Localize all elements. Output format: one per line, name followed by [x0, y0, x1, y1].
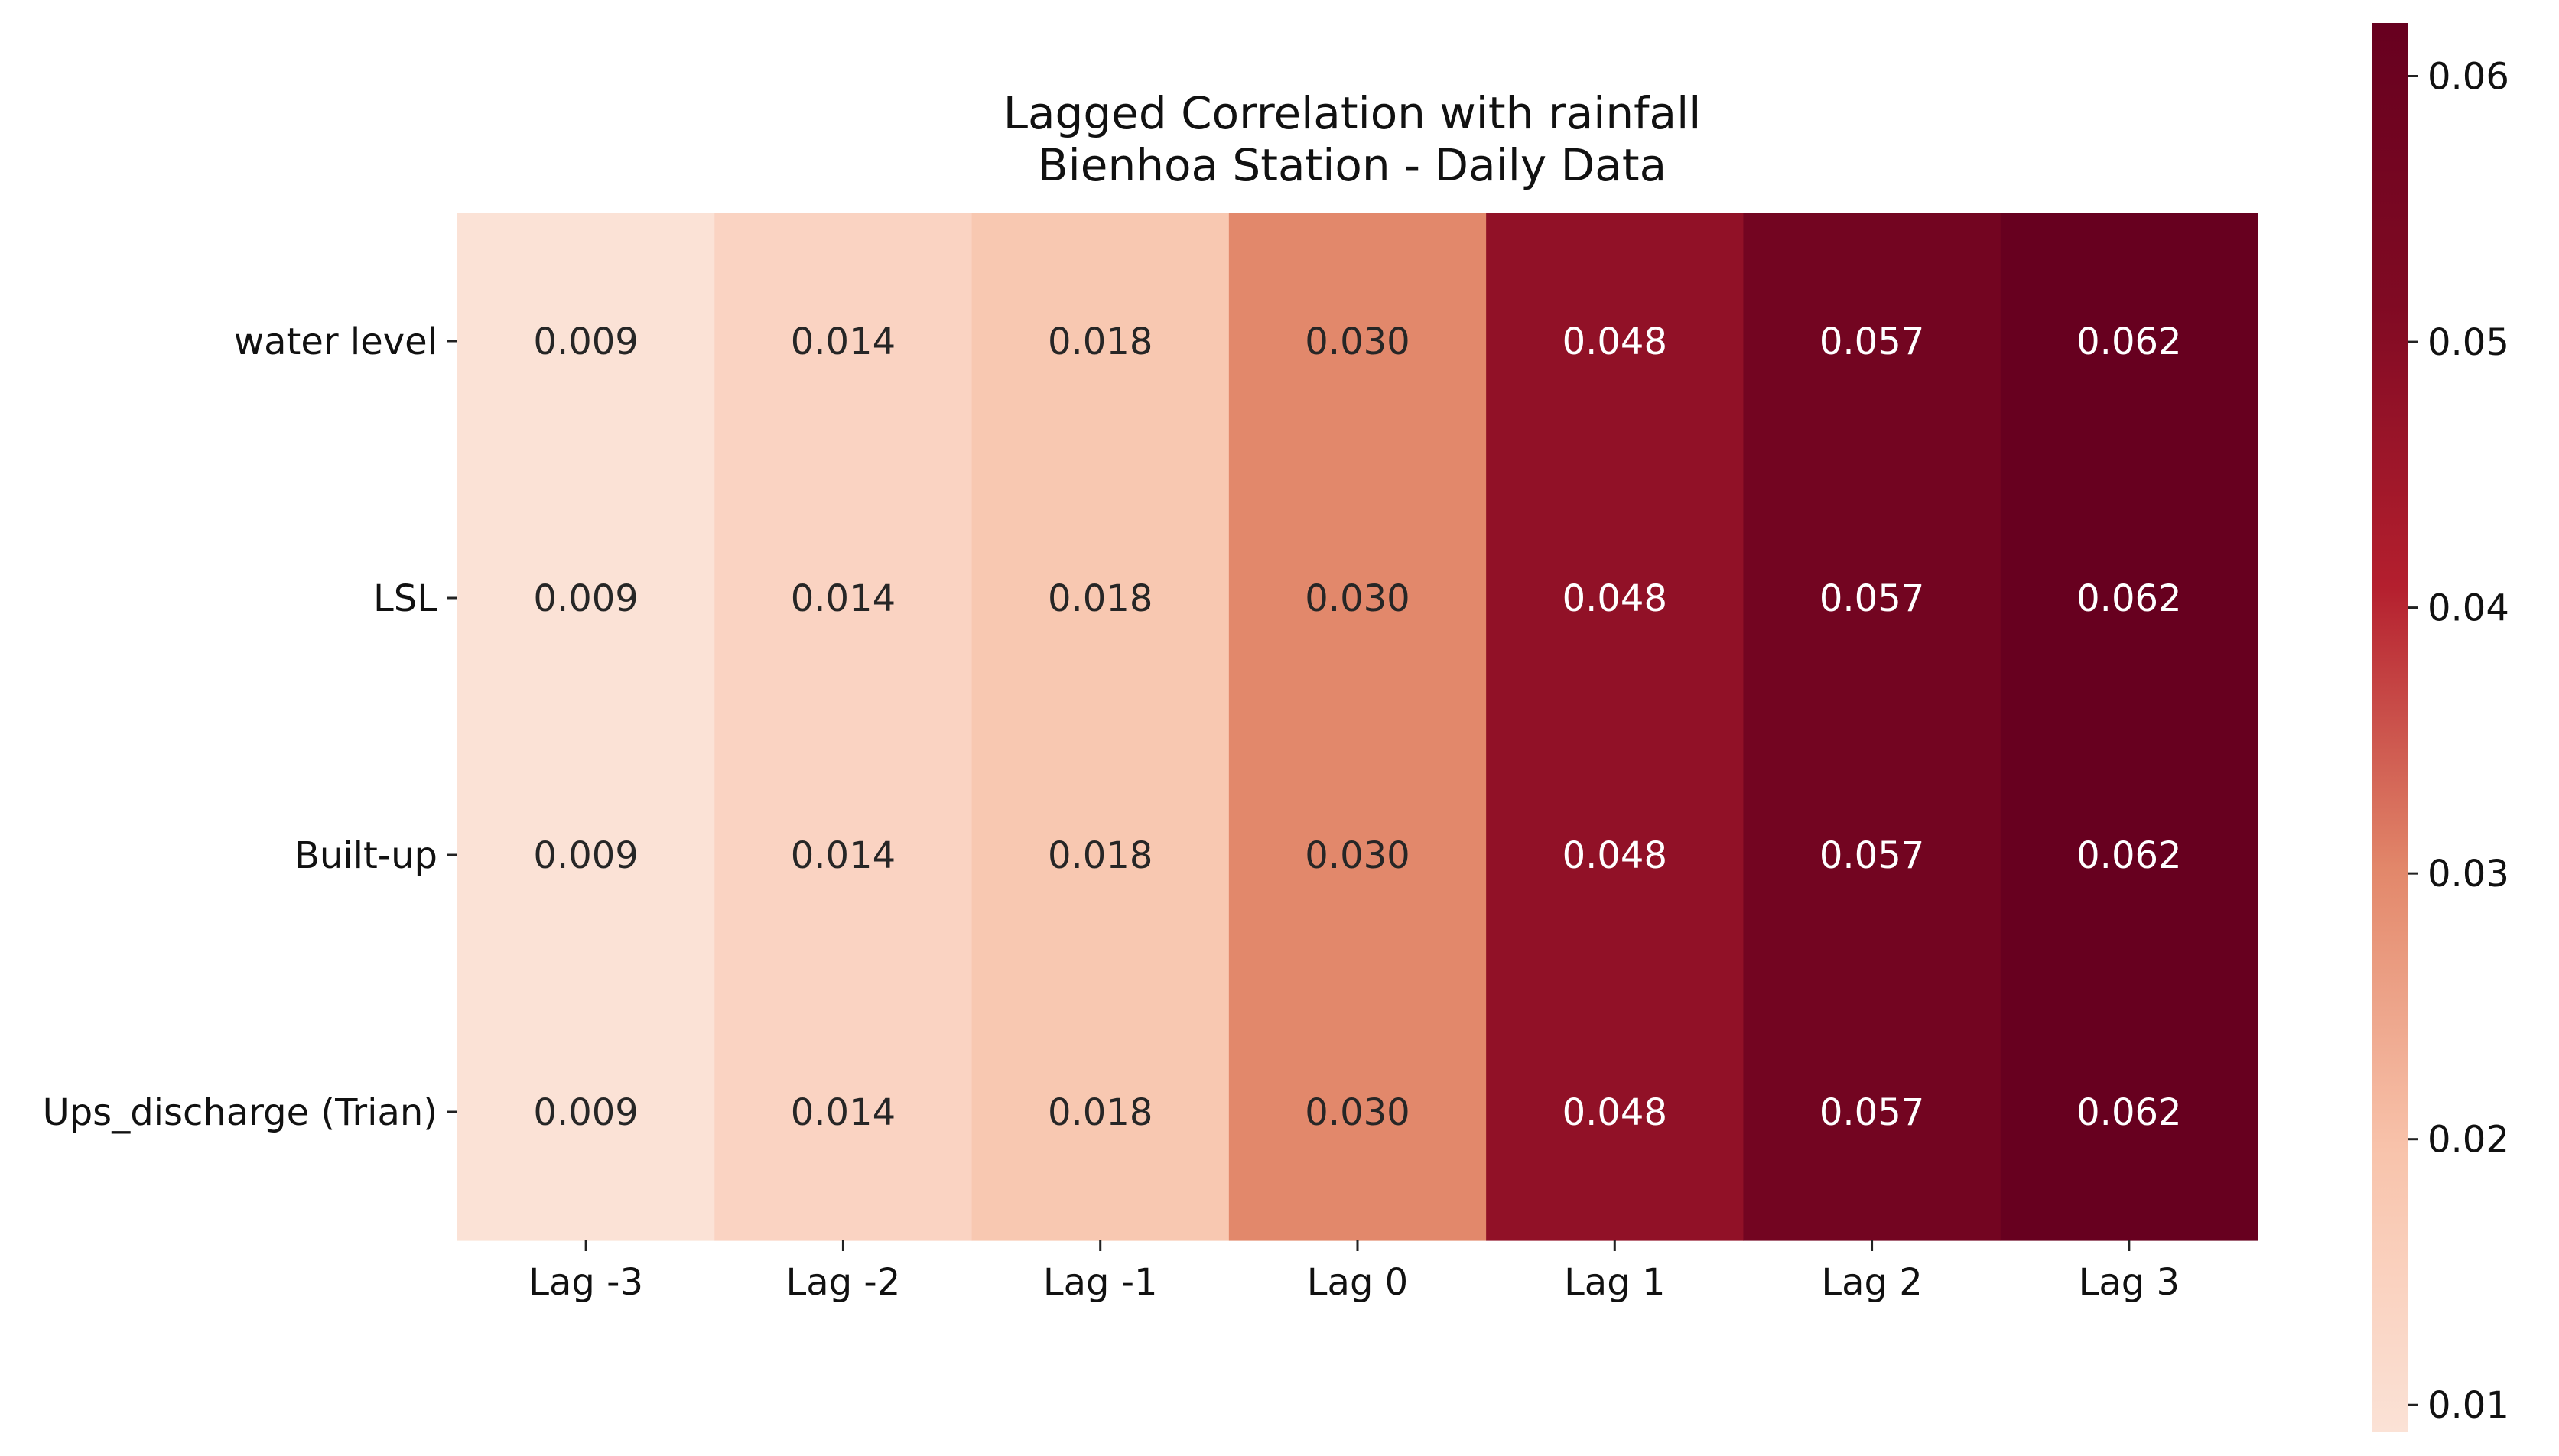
- cell-value-label: 0.057: [1819, 834, 1924, 877]
- heatmap-cell: [1228, 983, 1487, 1241]
- cell-value-label: 0.009: [533, 577, 638, 620]
- cell-value-label: 0.009: [533, 320, 638, 363]
- cell-value-labels: 0.009 0.014 0.018 0.030 0.048 0.057 0.062 0.009…: [533, 320, 2181, 1134]
- heatmap-cell: [2000, 983, 2258, 1241]
- heatmap-cell: [714, 983, 973, 1241]
- heatmap-cell: [1743, 983, 2001, 1241]
- heatmap-cell: [971, 726, 1230, 984]
- cell-value-label: 0.014: [791, 320, 896, 363]
- heatmap-cell: [1743, 213, 2001, 470]
- cell-value-label: 0.014: [791, 577, 896, 620]
- heatmap-cell: [971, 983, 1230, 1241]
- cell-value-label: 0.014: [791, 1091, 896, 1134]
- y-tick-label: LSL: [373, 577, 437, 620]
- colorbar-tick-label: 0.06: [2427, 56, 2509, 99]
- heatmap-cell: [1228, 213, 1487, 470]
- cell-value-label: 0.030: [1305, 320, 1410, 363]
- y-axis: water level LSL Built-up Ups_discharge (Tri…: [43, 320, 457, 1134]
- colorbar-tick-label: 0.01: [2427, 1384, 2509, 1427]
- heatmap-cell: [457, 983, 715, 1241]
- heatmap-cell: [971, 213, 1230, 470]
- cell-value-label: 0.062: [2076, 577, 2181, 620]
- colorbar-tick-label: 0.04: [2427, 587, 2509, 630]
- cell-value-label: 0.062: [2076, 834, 2181, 877]
- x-tick-label: Lag 0: [1307, 1261, 1408, 1304]
- cell-value-label: 0.048: [1562, 834, 1667, 877]
- cell-value-label: 0.057: [1819, 577, 1924, 620]
- cell-value-label: 0.048: [1562, 577, 1667, 620]
- cell-value-label: 0.009: [533, 834, 638, 877]
- heatmap-cell: [2000, 470, 2258, 727]
- cell-value-label: 0.048: [1562, 1091, 1667, 1134]
- x-tick-label: Lag 2: [1821, 1261, 1922, 1304]
- cell-value-label: 0.018: [1048, 834, 1153, 877]
- colorbar-tick-label: 0.05: [2427, 321, 2509, 364]
- heatmap-cell: [2000, 726, 2258, 984]
- heatmap-cell: [971, 470, 1230, 727]
- heatmap-cell: [1228, 470, 1487, 727]
- heatmap-cell: [714, 213, 973, 470]
- heatmap-cell: [1743, 470, 2001, 727]
- x-axis: Lag -3 Lag -2 Lag -1 Lag 0 Lag 1 Lag 2 Lag 3: [528, 1240, 2180, 1304]
- cell-value-label: 0.018: [1048, 1091, 1153, 1134]
- cell-value-label: 0.030: [1305, 1091, 1410, 1134]
- cell-value-label: 0.030: [1305, 577, 1410, 620]
- heatmap-cell: [1486, 726, 1744, 984]
- cell-value-label: 0.018: [1048, 320, 1153, 363]
- cell-value-label: 0.030: [1305, 834, 1410, 877]
- heatmap-cell: [457, 213, 715, 470]
- heatmap-cell: [1228, 726, 1487, 984]
- colorbar-tick-label: 0.02: [2427, 1119, 2509, 1162]
- x-tick-label: Lag 1: [1564, 1261, 1665, 1304]
- heatmap-cell: [457, 470, 715, 727]
- heatmap-cell: [1486, 213, 1744, 470]
- y-tick-label: Built-up: [294, 834, 437, 877]
- cell-value-label: 0.062: [2076, 320, 2181, 363]
- cell-value-label: 0.057: [1819, 1091, 1924, 1134]
- heatmap-cell: [1486, 983, 1744, 1241]
- heatmap-cell: [714, 470, 973, 727]
- y-tick-label: water level: [234, 320, 437, 363]
- cell-value-label: 0.014: [791, 834, 896, 877]
- x-tick-label: Lag 3: [2079, 1261, 2180, 1304]
- cell-value-label: 0.018: [1048, 577, 1153, 620]
- cell-value-label: 0.009: [533, 1091, 638, 1134]
- colorbar: 0.01 0.02 0.03 0.04 0.05 0.06: [2372, 23, 2509, 1432]
- cell-value-label: 0.057: [1819, 320, 1924, 363]
- heatmap-cell: [1743, 726, 2001, 984]
- x-tick-label: Lag -3: [528, 1261, 643, 1304]
- cell-value-label: 0.048: [1562, 320, 1667, 363]
- colorbar-tick-label: 0.03: [2427, 853, 2509, 895]
- heatmap-cell: [2000, 213, 2258, 470]
- y-tick-label: Ups_discharge (Trian): [43, 1091, 437, 1134]
- heatmap-cell: [1486, 470, 1744, 727]
- colorbar-gradient: [2372, 23, 2408, 1432]
- chart-subtitle: Bienhoa Station - Daily Data: [1038, 139, 1666, 191]
- heatmap-cells: [457, 213, 2258, 1241]
- heatmap-cell: [714, 726, 973, 984]
- x-tick-label: Lag -1: [1043, 1261, 1158, 1304]
- heatmap-cell: [457, 726, 715, 984]
- chart-title: Lagged Correlation with rainfall: [1003, 87, 1702, 139]
- cell-value-label: 0.062: [2076, 1091, 2181, 1134]
- x-tick-label: Lag -2: [786, 1261, 901, 1304]
